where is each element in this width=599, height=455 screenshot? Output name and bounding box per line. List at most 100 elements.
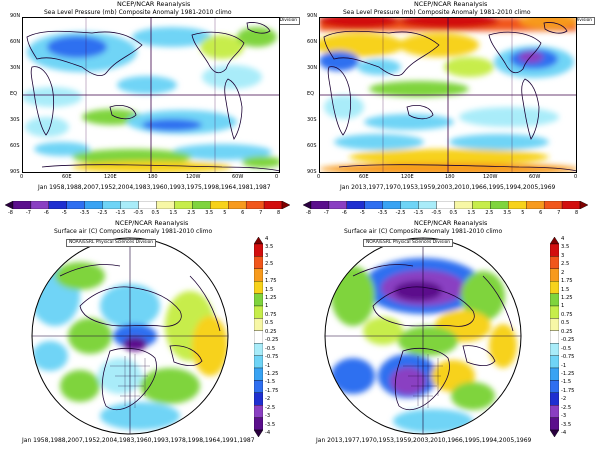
slp-left-colorbar [5, 201, 290, 209]
slp-left-colorbar-tick-label: -8 [8, 210, 13, 216]
slp-right-colorbar-swatch [508, 201, 527, 209]
slp-left-footer: Jan 1958,1988,2007,1952,2004,1983,1960,1… [38, 184, 271, 191]
air-left-colorbar-tick-label: 3 [265, 252, 269, 259]
air-left-colorbar-tick-label: 2.5 [265, 261, 274, 268]
slp-left-colorbar-tick-label: 1.5 [169, 210, 178, 216]
air-right-colorbar-tick-label: 1.25 [561, 295, 573, 302]
air-right-colorbar-swatch [550, 330, 559, 344]
slp-left-colorbar-tick-label: 8 [277, 210, 281, 216]
air-left-header-1: NCEP/NCAR Reanalysis [115, 219, 189, 227]
slp-right-lat-label: 90N [307, 13, 318, 19]
slp-left-anom-blob [172, 144, 272, 160]
air-right-colorbar-tick-label: 4 [561, 236, 565, 242]
air-right-footer: Jan 2013,1977,1970,1953,1959,2003,2010,1… [316, 437, 532, 444]
air-right-colorbar-tick-label: 2.5 [561, 261, 570, 268]
slp-left-lat-label: 60S [10, 143, 20, 149]
air-left-anom-blob [123, 337, 147, 351]
air-left-colorbar-swatch [254, 405, 263, 418]
air-left-colorbar-tick-label: -0.75 [265, 354, 279, 361]
slp-right-colorbar-swatch [310, 201, 330, 209]
air-left-colorbar-labels: 4 3.5 3 2.5 2 1.75 1.5 1.25 1 0.75 0.5 0.25 -0.25 -0.… [265, 236, 291, 437]
slp-left-colorbar-tick-label: -5 [61, 210, 67, 216]
slp-left-lon-label: 180 [148, 174, 158, 180]
slp-right-colorbar-tick-label: -3.5 [377, 210, 388, 216]
slp-right-coastline [543, 22, 568, 34]
air-right-coastline [352, 264, 414, 277]
slp-left-lat-label: 60N [10, 39, 21, 45]
air-right-colorbar-tick-label: -1.5 [561, 379, 572, 386]
air-right-anom-blob [451, 382, 495, 410]
air-right-colorbar-tick-label: -3 [561, 413, 567, 420]
air-right-colorbar [550, 237, 559, 437]
slp-right-coastline [488, 31, 542, 74]
air-right-colorbar-tick-label: -2 [561, 396, 567, 403]
air-left-colorbar-swatch [254, 293, 263, 307]
slp-right-colorbar-tick-label: -0.5 [431, 210, 442, 216]
air-right-colorbar-swatch [550, 281, 559, 294]
air-right-colorbar-tick-label: 1.75 [561, 278, 573, 285]
slp-right-colorbar-swatch [418, 201, 437, 209]
air-left-colorbar-tick-label: 1.75 [265, 278, 277, 285]
slp-left-anom-blob [142, 119, 202, 131]
slp-left-lon-label: 120E [104, 174, 117, 180]
slp-left-colorbar-tick-label: -7 [25, 210, 31, 216]
slp-right-colorbar-tick-label: 5 [521, 210, 525, 216]
slp-left-colorbar-tick-label: -0.5 [133, 210, 144, 216]
slp-right-colorbar-tick-label: -1.5 [413, 210, 424, 216]
air-left-colorbar-swatch [254, 417, 263, 431]
air-right-colorbar-tick-label: -0.5 [561, 345, 572, 352]
air-left-colorbar-tick-label: -2 [265, 396, 271, 403]
slp-right-header-2: Sea Level Pressure (mb) Composite Anomal… [343, 9, 531, 16]
slp-left-anom-blob [82, 109, 142, 125]
slp-right-lon-label: 180 [445, 174, 455, 180]
slp-right-coastline [327, 66, 351, 136]
air-right-colorbar-tick-label: 0.75 [561, 311, 573, 318]
slp-left-lat-label: EQ [10, 91, 18, 97]
air-right-colorbar-tick-label: -4 [561, 430, 567, 436]
air-left-colorbar-tick-label: -3.5 [265, 421, 276, 428]
air-right-anom-blob [331, 266, 375, 326]
slp-left-colorbar-swatch [120, 201, 139, 209]
slp-right-colorbar-swatch [472, 201, 491, 209]
slp-left-coastline [26, 30, 143, 77]
slp-left-coastline [109, 105, 137, 120]
air-left-colorbar-tick-label: 3.5 [265, 244, 274, 251]
slp-left-coastline [41, 164, 280, 172]
air-left-colorbar-swatch [254, 380, 263, 393]
slp-left-lon-label: 120W [186, 174, 201, 180]
slp-left-colorbar-swatch [228, 201, 247, 209]
air-left-anom-blob [32, 341, 68, 371]
air-left-colorbar-swatch [254, 243, 263, 257]
air-left-colorbar-tick-label: 0.75 [265, 311, 277, 318]
air-left-frame [31, 237, 229, 435]
slp-right-lon-label: 120E [401, 174, 414, 180]
slp-left-anom-blob [242, 156, 280, 168]
slp-right-lon-label: 0 [574, 174, 578, 180]
slp-right-anom-blob [449, 134, 549, 150]
slp-right-anom-blob [444, 57, 494, 77]
slp-left-colorbar-swatch [30, 201, 50, 209]
air-left-colorbar-swatch [254, 281, 263, 294]
slp-right-colorbar-tick-label: 7 [557, 210, 561, 216]
air-right-anom-blob [394, 281, 442, 301]
slp-left-coastline [30, 66, 54, 136]
slp-left-colorbar-tick-label: -3.5 [79, 210, 90, 216]
slp-right-anom-blob [369, 81, 469, 97]
slp-left-colorbar-tick-label: 6 [241, 210, 245, 216]
air-right-colorbar-swatch [550, 318, 559, 331]
air-left-coastline [101, 347, 157, 411]
air-left-colorbar-tick-label: -1.5 [265, 379, 276, 386]
slp-right-lon-label: 0 [317, 174, 321, 180]
air-right-colorbar-tick-label: -2.5 [561, 404, 572, 411]
slp-left-colorbar-swatch [281, 201, 290, 209]
slp-left-header-1: NCEP/NCAR Reanalysis [117, 0, 191, 8]
slp-left-colorbar-tick-label: 3.5 [205, 210, 214, 216]
slp-right-colorbar-tick-label: 0.5 [449, 210, 458, 216]
air-right-colorbar-tick-label: 1.5 [561, 286, 570, 293]
air-left-colorbar-tick-label: -1 [265, 362, 271, 369]
air-right-colorbar-tick-label: 3 [561, 252, 565, 259]
air-left-map [31, 237, 229, 435]
air-right-colorbar-swatch [550, 405, 559, 418]
air-left-colorbar-tick-label: -0.25 [265, 337, 279, 344]
slp-right-colorbar-tick-label: 8 [575, 210, 579, 216]
